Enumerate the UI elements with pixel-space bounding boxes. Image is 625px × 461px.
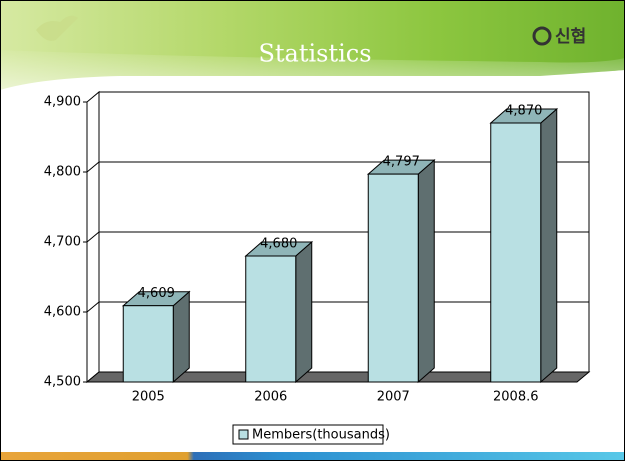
x-tick-label: 2005 <box>132 390 165 405</box>
bar <box>245 255 297 383</box>
bar-side <box>417 158 435 384</box>
value-label: 4,870 <box>505 104 542 119</box>
bar-side <box>540 107 558 384</box>
logo-icon <box>532 26 552 46</box>
bar <box>490 122 542 383</box>
y-tick-label: 4,800 <box>44 165 81 180</box>
bar <box>122 305 174 383</box>
y-tick-label: 4,700 <box>44 235 81 250</box>
logo: 신협 <box>555 26 586 47</box>
value-label: 4,797 <box>383 155 420 170</box>
value-label: 4,609 <box>138 286 175 301</box>
value-label: 4,680 <box>260 237 297 252</box>
bar <box>367 173 419 383</box>
y-tick-label: 4,600 <box>44 305 81 320</box>
legend-swatch <box>238 429 249 440</box>
bar-side <box>295 240 313 384</box>
chart-title: Statistics <box>258 40 371 68</box>
header-ornament <box>36 15 78 41</box>
bottom-strip <box>0 452 625 461</box>
y-tick-label: 4,900 <box>44 95 81 110</box>
legend <box>232 424 384 445</box>
plot: 4,500 4,600 4,700 4,800 4,900 2005 2006 2007 200… <box>44 90 591 405</box>
x-tick-label: 2007 <box>377 390 410 405</box>
bar-side <box>172 290 190 384</box>
x-tick-label: 2006 <box>254 390 287 405</box>
x-tick-label: 2008.6 <box>493 390 539 405</box>
header-shine <box>0 50 625 92</box>
y-tick-label: 4,500 <box>44 375 81 390</box>
legend-label: Members(thousands) <box>252 428 390 443</box>
